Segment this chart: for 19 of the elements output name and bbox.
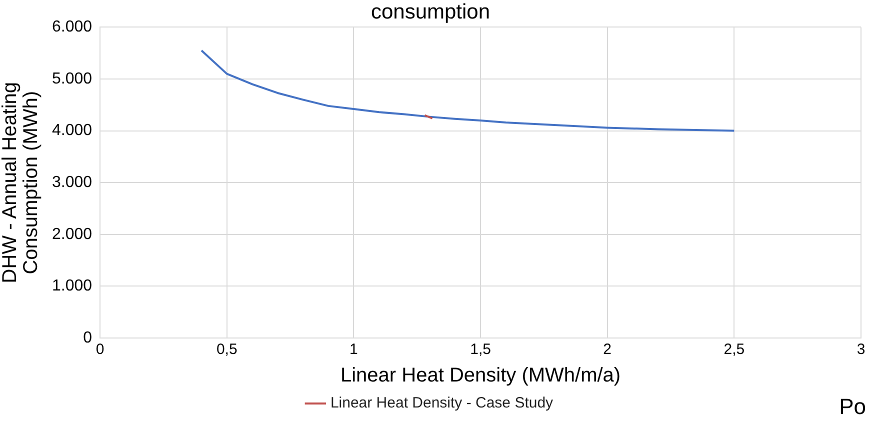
y-tick-label: 2.000	[52, 226, 92, 243]
x-tick-label: 1,5	[470, 341, 491, 358]
x-tick-label: 0,5	[216, 341, 238, 358]
x-tick-label: 3	[856, 341, 866, 358]
x-tick-label: 2	[603, 341, 612, 358]
y-tick-label: 3.000	[52, 174, 92, 192]
y-tick-label: 1.000	[52, 278, 92, 295]
y-tick-label: 5.000	[52, 70, 92, 88]
legend-label: Linear Heat Density - Case Study	[330, 394, 554, 412]
y-axis-title: DHW - Annual Heating Consumption (MWh)	[0, 82, 42, 284]
x-axis-title: Linear Heat Density (MWh/m/a)	[340, 364, 621, 387]
x-tick-label: 1	[350, 341, 358, 358]
x-tick-label: 0	[96, 341, 104, 358]
text: Po	[839, 394, 866, 420]
y-tick-label: 0	[83, 329, 92, 346]
chart-title: consumption	[370, 0, 490, 24]
x-tick-label: 2,5	[724, 341, 745, 358]
y-tick-label: 4.000	[52, 122, 92, 140]
y-tick-label: 6.000	[52, 18, 92, 36]
